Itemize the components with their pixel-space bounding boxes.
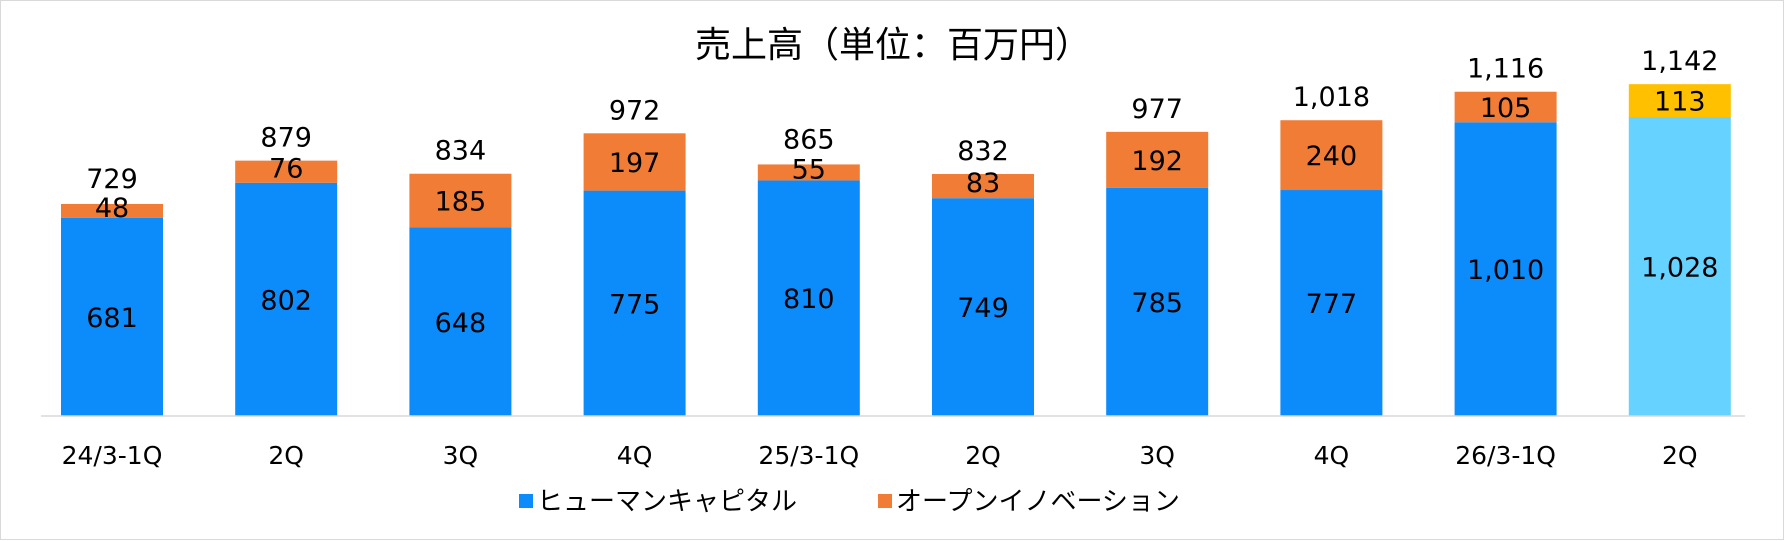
bar-segment-human-capital [757, 180, 860, 416]
legend-swatch-human-capital [519, 494, 533, 508]
bar-segment-human-capital [409, 227, 512, 416]
data-label-human-capital: 775 [609, 289, 661, 320]
x-tick-labels-group: 24/3-1Q 2Q 3Q 4Q 25/3-1Q 2Q 3Q 4Q 26/3-1Q 2Q [62, 441, 1698, 470]
total-labels-group: 729 879 834 972 865 832 977 1,018 1,116 1,142 [86, 46, 1718, 195]
bar-segment-human-capital [583, 190, 686, 416]
x-tick-label: 25/3-1Q [758, 441, 859, 470]
bar-segment-open-innovation [1106, 131, 1209, 188]
total-label: 1,142 [1641, 46, 1718, 77]
total-label: 977 [1131, 94, 1183, 125]
legend-swatch-open-innovation [878, 494, 892, 508]
data-label-open-innovation: 48 [95, 193, 129, 224]
bar-segment-open-innovation [1454, 91, 1557, 123]
segment-labels-group: 681 48 802 76 648 185 775 197 810 55 749 83 785 192 77… [86, 87, 1718, 339]
data-label-human-capital: 785 [1131, 288, 1183, 319]
chart-title: 売上高（単位：百万円） [695, 25, 1091, 66]
bar-segment-human-capital [932, 198, 1034, 416]
total-label: 1,018 [1293, 82, 1370, 113]
data-label-human-capital: 1,028 [1641, 253, 1718, 284]
x-tick-label: 26/3-1Q [1455, 441, 1556, 470]
data-label-human-capital: 810 [783, 284, 835, 315]
data-label-human-capital: 749 [957, 293, 1009, 324]
data-label-open-innovation: 76 [269, 154, 303, 185]
data-label-open-innovation: 105 [1480, 93, 1532, 124]
total-label: 729 [86, 164, 138, 195]
bars-group [61, 84, 1731, 417]
bar-segment-open-innovation [235, 160, 338, 183]
bar-segment-open-innovation [583, 133, 686, 191]
legend-label-human-capital: ヒューマンキャピタル [537, 487, 797, 517]
data-label-open-innovation: 185 [435, 187, 487, 218]
x-tick-label: 24/3-1Q [62, 441, 163, 470]
bar-segment-open-innovation [409, 173, 512, 228]
bar-segment-human-capital [61, 217, 163, 416]
total-label: 832 [957, 136, 1009, 167]
x-tick-label: 3Q [1139, 441, 1175, 470]
total-label: 834 [435, 135, 487, 166]
bar-segment-human-capital [1280, 190, 1383, 416]
bar-segment-open-innovation [757, 164, 860, 181]
x-tick-label: 4Q [1314, 441, 1350, 470]
data-label-human-capital: 802 [260, 285, 312, 316]
legend-label-open-innovation: オープンイノベーション [896, 487, 1180, 517]
data-label-open-innovation: 197 [609, 148, 661, 179]
data-label-open-innovation: 192 [1131, 146, 1183, 177]
x-tick-label: 2Q [268, 441, 304, 470]
total-label: 1,116 [1467, 53, 1544, 84]
total-label: 879 [260, 122, 312, 153]
data-label-human-capital: 681 [86, 303, 138, 334]
bar-segment-open-innovation [1280, 120, 1383, 191]
data-label-human-capital: 1,010 [1467, 255, 1544, 286]
x-tick-label: 2Q [965, 441, 1001, 470]
bar-segment-human-capital [1106, 187, 1209, 416]
x-tick-label: 4Q [617, 441, 653, 470]
legend: ヒューマンキャピタル オープンイノベーション [519, 487, 1180, 517]
data-label-human-capital: 777 [1306, 289, 1358, 320]
bar-segment-open-innovation [1628, 84, 1731, 118]
data-label-open-innovation: 113 [1654, 87, 1706, 118]
data-label-open-innovation: 240 [1306, 141, 1358, 172]
bar-segment-human-capital [235, 182, 338, 416]
data-label-open-innovation: 55 [792, 154, 826, 185]
bar-segment-open-innovation [61, 203, 163, 218]
x-tick-label: 2Q [1662, 441, 1698, 470]
bar-segment-human-capital [1628, 117, 1731, 417]
x-tick-label: 3Q [443, 441, 479, 470]
bar-segment-human-capital [1454, 122, 1557, 416]
total-label: 865 [783, 124, 835, 155]
bar-segment-open-innovation [932, 174, 1034, 199]
data-label-human-capital: 648 [435, 308, 487, 339]
data-label-open-innovation: 83 [966, 168, 1000, 199]
total-label: 972 [609, 95, 661, 126]
